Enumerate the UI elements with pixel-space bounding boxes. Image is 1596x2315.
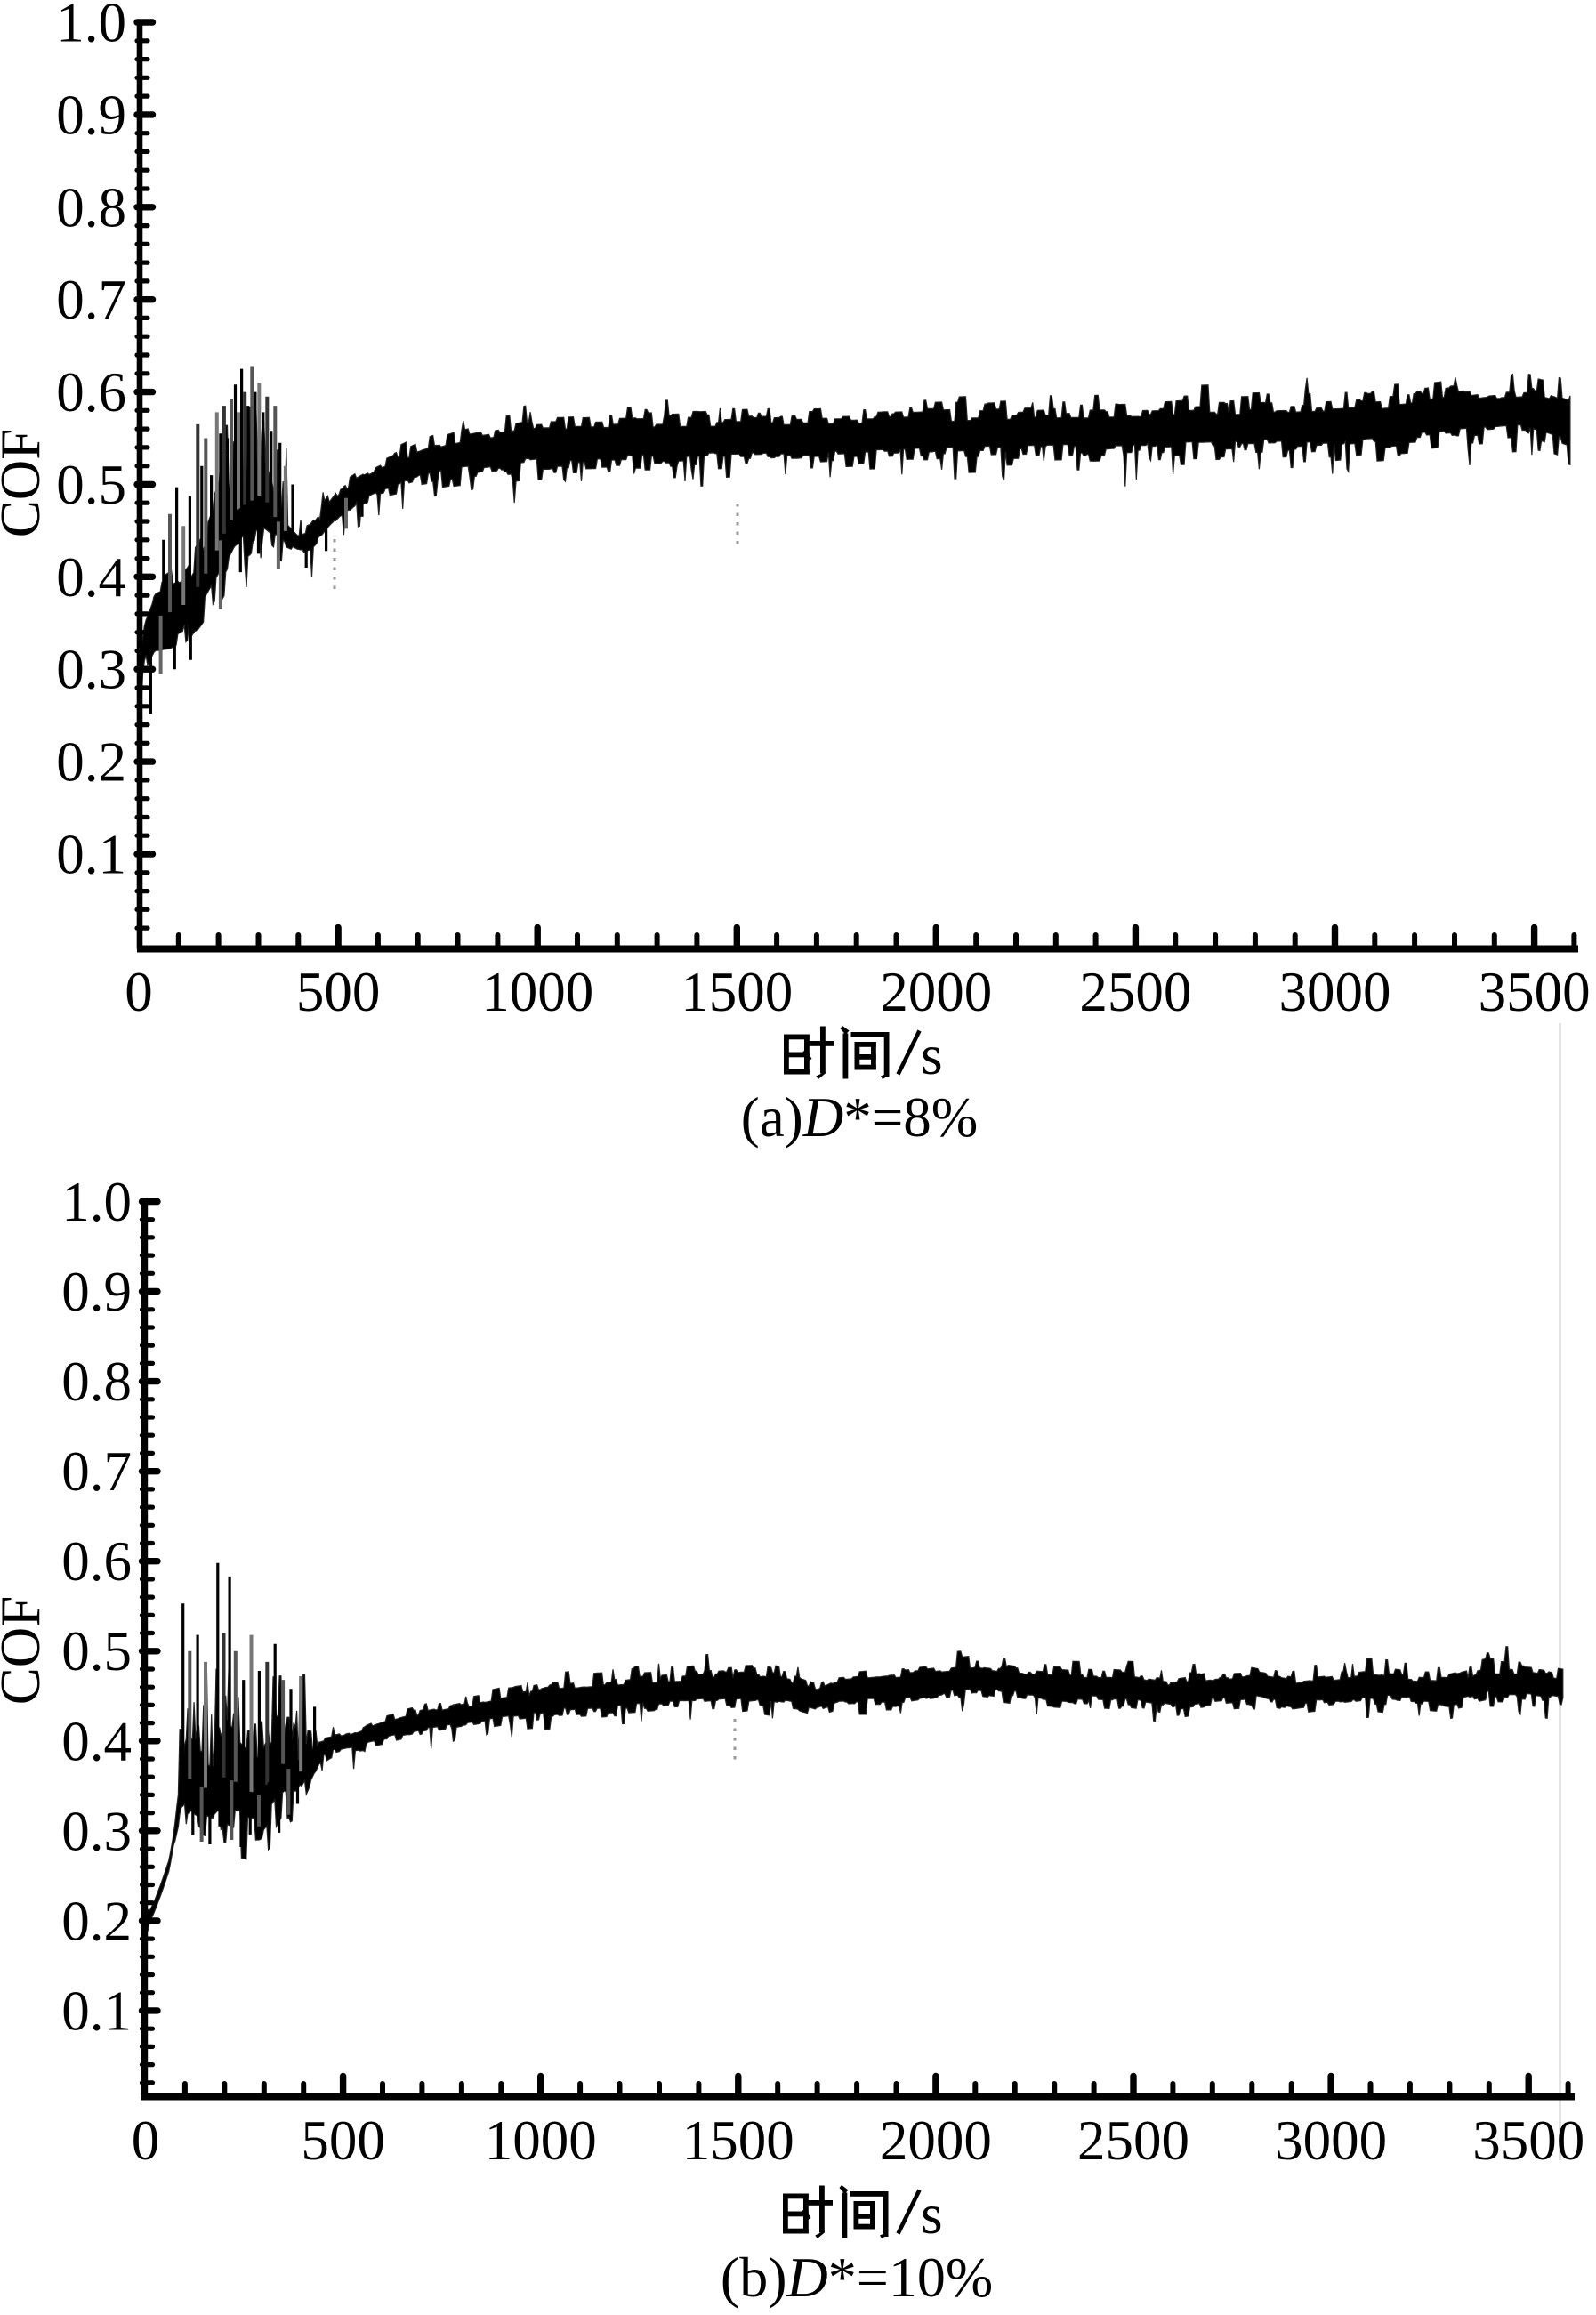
svg-text:0.6: 0.6 bbox=[56, 361, 126, 423]
svg-text:0.7: 0.7 bbox=[56, 269, 126, 331]
svg-text:0.8: 0.8 bbox=[56, 176, 126, 238]
svg-text:1500: 1500 bbox=[682, 2109, 794, 2172]
svg-text:COF: COF bbox=[0, 429, 52, 538]
svg-text:3500: 3500 bbox=[1472, 2109, 1584, 2172]
svg-text:2000: 2000 bbox=[880, 2109, 992, 2172]
svg-text:(b)D*=10%: (b)D*=10% bbox=[721, 2246, 993, 2309]
svg-text:3500: 3500 bbox=[1479, 961, 1591, 1023]
svg-text:1.0: 1.0 bbox=[61, 1171, 132, 1233]
svg-text:500: 500 bbox=[296, 961, 381, 1023]
svg-text:0.4: 0.4 bbox=[56, 546, 126, 609]
svg-text:0.5: 0.5 bbox=[56, 454, 126, 516]
svg-text:0.1: 0.1 bbox=[56, 824, 126, 886]
svg-text:0.5: 0.5 bbox=[61, 1620, 132, 1682]
svg-text:0.9: 0.9 bbox=[56, 84, 126, 146]
svg-text:2500: 2500 bbox=[1079, 961, 1191, 1023]
svg-text:0: 0 bbox=[125, 961, 153, 1023]
svg-text:0.2: 0.2 bbox=[56, 731, 126, 794]
svg-text:0.7: 0.7 bbox=[61, 1440, 132, 1503]
svg-text:2000: 2000 bbox=[880, 961, 992, 1023]
svg-text:0.6: 0.6 bbox=[61, 1530, 132, 1593]
svg-text:1500: 1500 bbox=[681, 961, 793, 1023]
svg-text:0.3: 0.3 bbox=[61, 1800, 132, 1862]
svg-text:3000: 3000 bbox=[1279, 961, 1391, 1023]
svg-text:0.2: 0.2 bbox=[61, 1890, 132, 1952]
svg-text:3000: 3000 bbox=[1275, 2109, 1387, 2172]
svg-text:0.1: 0.1 bbox=[61, 1980, 132, 2042]
svg-text:COF: COF bbox=[0, 1596, 52, 1706]
svg-text:0.9: 0.9 bbox=[61, 1261, 132, 1323]
svg-text:s: s bbox=[921, 1024, 943, 1086]
svg-text:(a)D*=8%: (a)D*=8% bbox=[741, 1086, 978, 1149]
svg-text:0.8: 0.8 bbox=[61, 1351, 132, 1413]
svg-text:0.4: 0.4 bbox=[61, 1710, 132, 1772]
svg-text:2500: 2500 bbox=[1077, 2109, 1189, 2172]
svg-text:1000: 1000 bbox=[481, 961, 593, 1023]
svg-text:s: s bbox=[921, 2183, 943, 2246]
svg-text:1.0: 1.0 bbox=[56, 0, 126, 54]
svg-text:1000: 1000 bbox=[485, 2109, 597, 2172]
svg-text:500: 500 bbox=[301, 2109, 385, 2172]
svg-text:0.3: 0.3 bbox=[56, 639, 126, 701]
svg-text:0: 0 bbox=[132, 2109, 160, 2172]
